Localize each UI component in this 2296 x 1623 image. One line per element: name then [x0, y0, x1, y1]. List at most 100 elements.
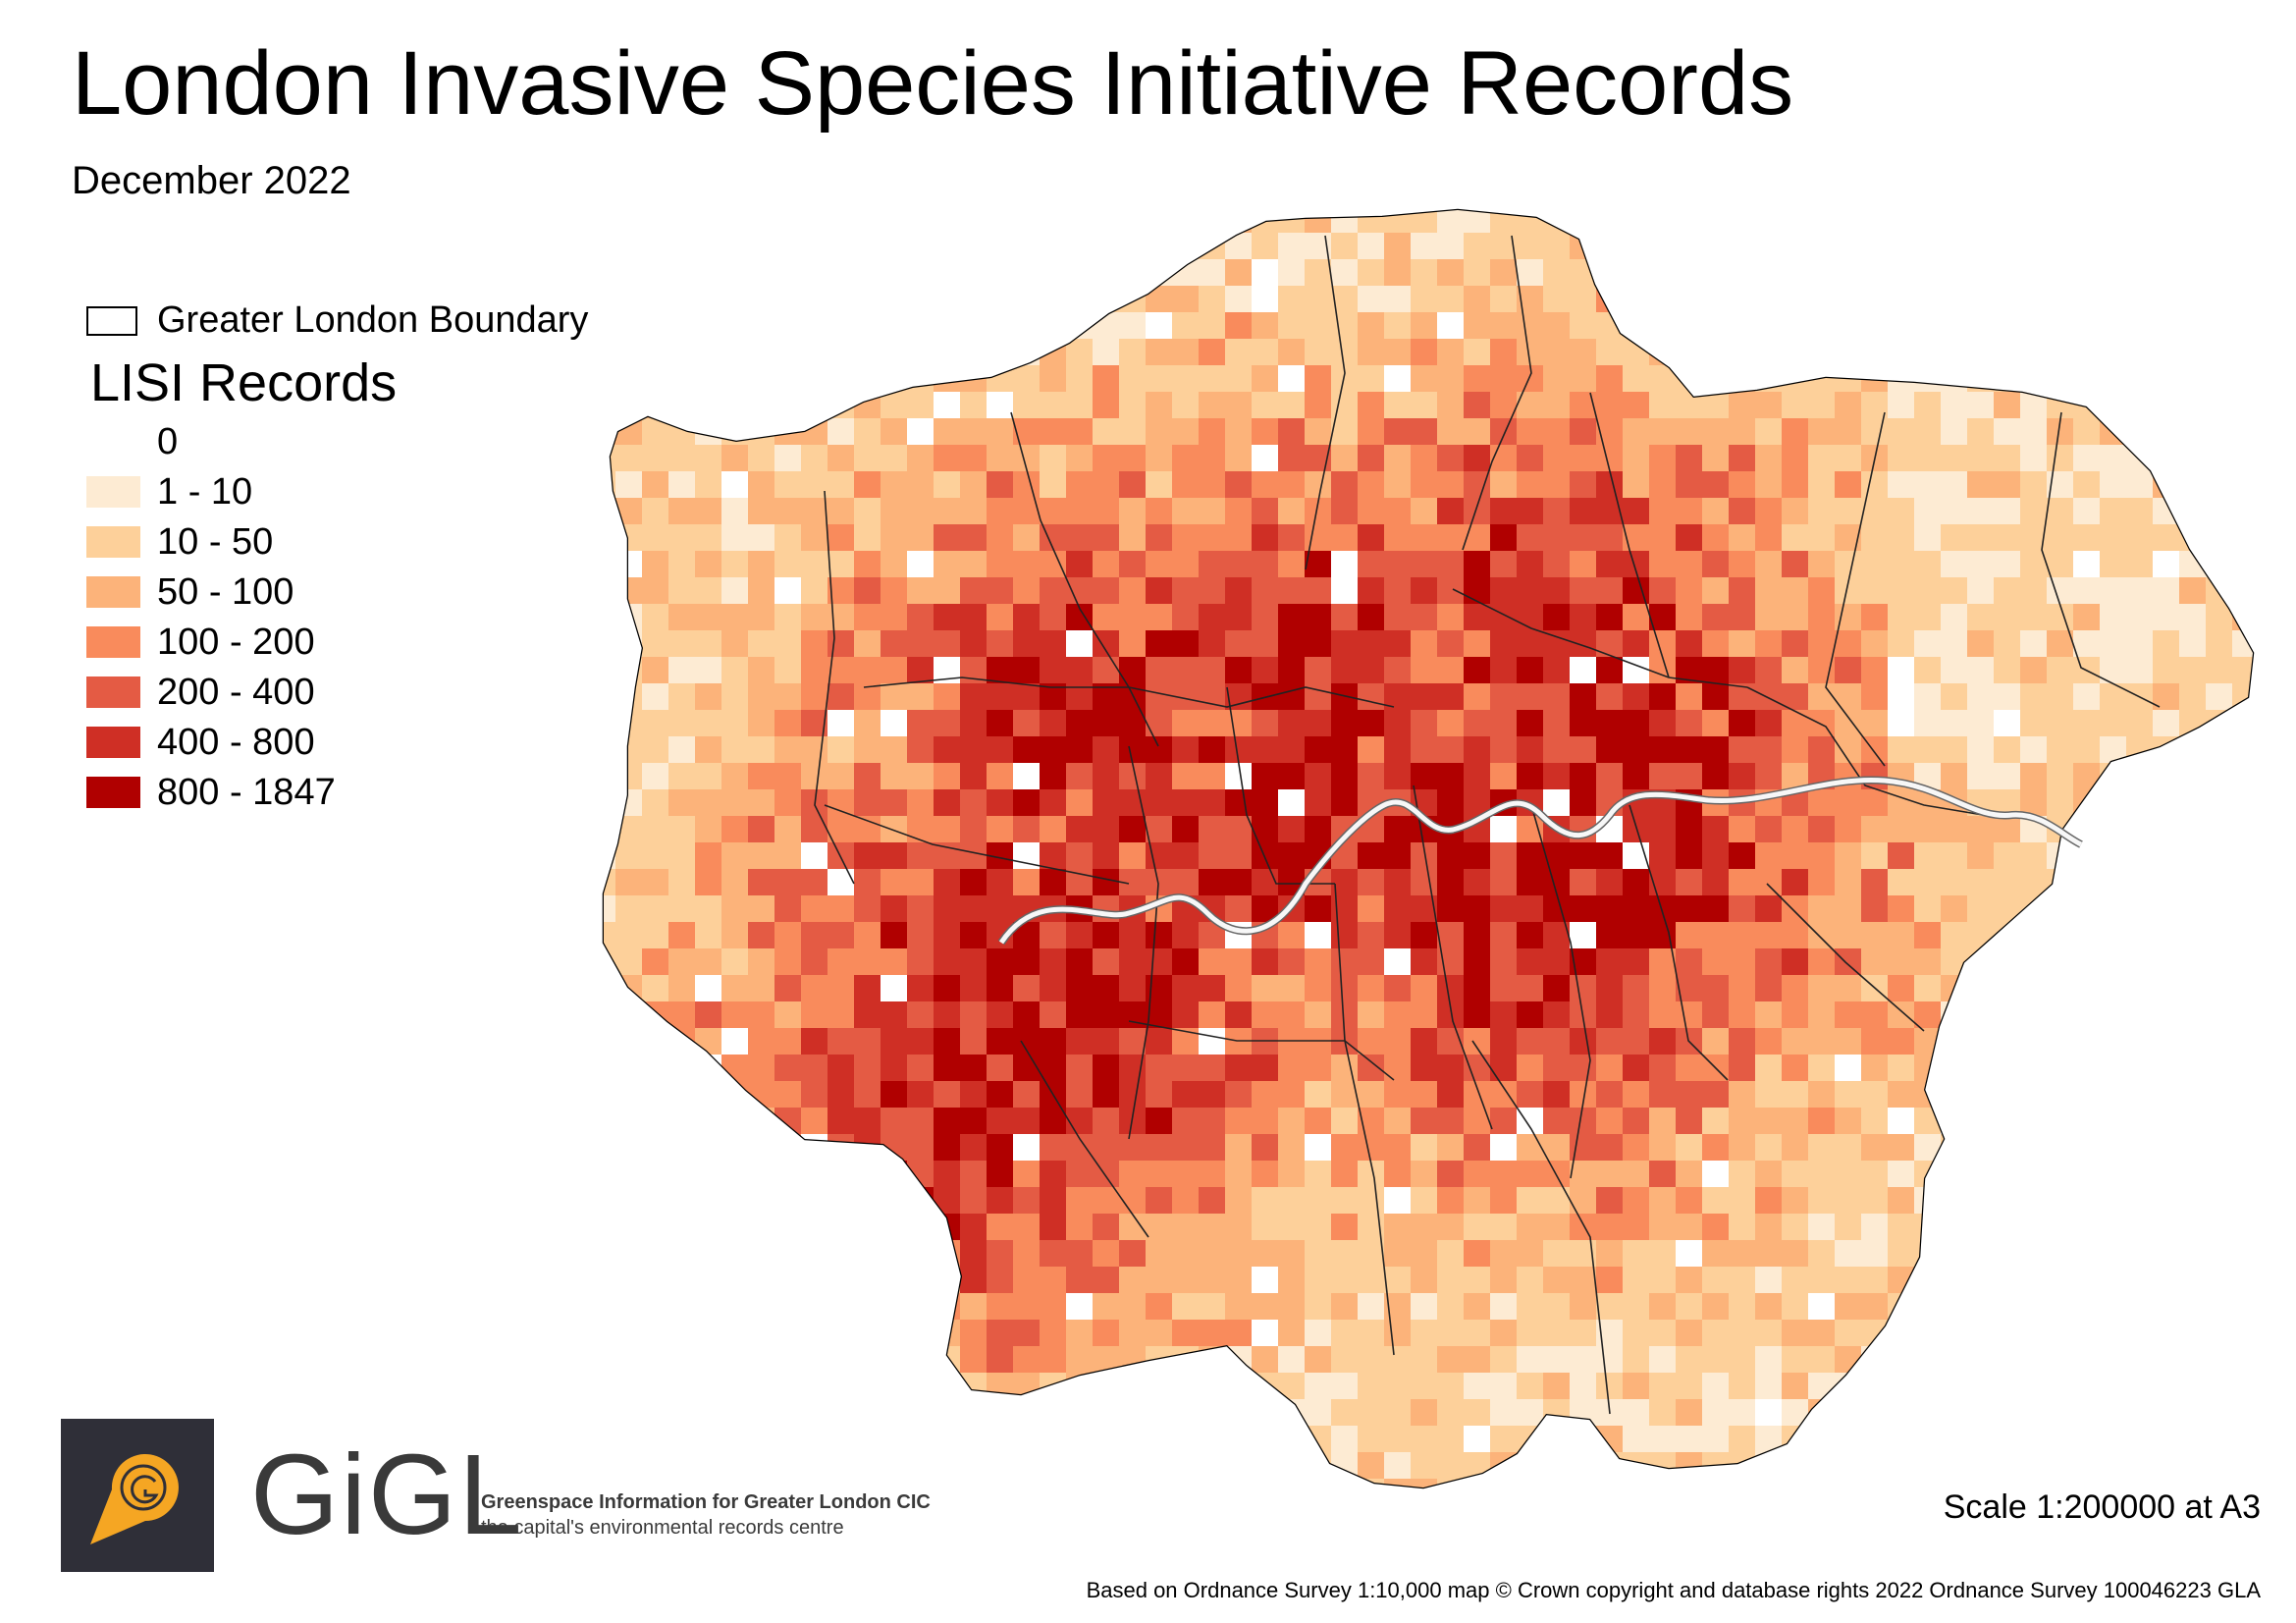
grid-cell: [642, 604, 668, 630]
grid-cell: [695, 922, 721, 948]
grid-cell: [1941, 1320, 1967, 1346]
grid-cell: [1066, 816, 1093, 842]
grid-cell: [695, 816, 721, 842]
grid-cell: [668, 1426, 695, 1452]
grid-cell: [1411, 763, 1437, 789]
grid-cell: [668, 577, 695, 604]
grid-cell: [1437, 445, 1464, 471]
grid-cell: [1384, 1373, 1411, 1399]
grid-cell: [615, 445, 642, 471]
grid-cell: [1225, 392, 1252, 418]
grid-cell: [2073, 1240, 2100, 1267]
grid-cell: [1994, 948, 2020, 975]
grid-cell: [1808, 630, 1835, 657]
grid-cell: [854, 1108, 881, 1134]
grid-cell: [2126, 577, 2153, 604]
grid-cell: [1755, 445, 1782, 471]
grid-cell: [1861, 604, 1888, 630]
grid-cell: [1252, 471, 1278, 498]
grid-cell: [1967, 312, 1994, 339]
grid-cell: [1437, 210, 1464, 233]
grid-cell: [1517, 259, 1543, 286]
grid-cell: [695, 1108, 721, 1134]
grid-cell: [2047, 1081, 2073, 1108]
grid-cell: [1490, 259, 1517, 286]
grid-cell: [1729, 1214, 1755, 1240]
grid-cell: [881, 1001, 907, 1028]
grid-cell: [1464, 1187, 1490, 1214]
grid-cell: [748, 392, 774, 418]
grid-cell: [854, 1346, 881, 1373]
grid-cell: [1941, 1028, 1967, 1055]
grid-cell: [2232, 312, 2253, 339]
grid-cell: [748, 789, 774, 816]
grid-cell: [1623, 1001, 1649, 1028]
grid-cell: [1570, 895, 1596, 922]
grid-cell: [2232, 1081, 2253, 1108]
grid-cell: [1225, 1267, 1252, 1293]
grid-cell: [854, 418, 881, 445]
grid-cell: [828, 1055, 854, 1081]
grid-cell: [1835, 551, 1861, 577]
grid-cell: [907, 1267, 934, 1293]
gigl-logo-mark: [61, 1419, 214, 1572]
grid-cell: [960, 1081, 987, 1108]
grid-cell: [1331, 445, 1358, 471]
grid-cell: [2020, 1240, 2047, 1267]
grid-cell: [1649, 710, 1676, 736]
grid-cell: [1888, 551, 1914, 577]
grid-cell: [1464, 1426, 1490, 1452]
grid-cell: [774, 1399, 801, 1426]
grid-cell: [1570, 604, 1596, 630]
grid-cell: [1437, 418, 1464, 445]
grid-cell: [1172, 1108, 1199, 1134]
grid-cell: [2073, 789, 2100, 816]
grid-cell: [721, 895, 748, 922]
grid-cell: [1623, 1161, 1649, 1187]
grid-cell: [1517, 683, 1543, 710]
grid-cell: [828, 683, 854, 710]
grid-cell: [1570, 1055, 1596, 1081]
grid-cell: [2206, 551, 2232, 577]
grid-cell: [1994, 1055, 2020, 1081]
grid-cell: [642, 210, 668, 233]
grid-cell: [1146, 1214, 1172, 1240]
grid-cell: [1305, 259, 1331, 286]
grid-cell: [774, 1134, 801, 1161]
grid-cell: [1808, 445, 1835, 471]
grid-cell: [668, 1320, 695, 1346]
grid-cell: [2232, 445, 2253, 471]
grid-cell: [1225, 816, 1252, 842]
grid-cell: [2126, 975, 2153, 1001]
grid-cell: [1252, 1293, 1278, 1320]
grid-cell: [1464, 577, 1490, 604]
grid-cell: [1066, 1452, 1093, 1479]
grid-cell: [1225, 498, 1252, 524]
grid-cell: [1994, 445, 2020, 471]
grid-cell: [1649, 1187, 1676, 1214]
grid-cell: [1941, 842, 1967, 869]
grid-cell: [1146, 498, 1172, 524]
grid-cell: [1755, 1267, 1782, 1293]
grid-cell: [774, 1055, 801, 1081]
grid-cell: [668, 1187, 695, 1214]
grid-cell: [1305, 286, 1331, 312]
grid-cell: [2179, 233, 2206, 259]
grid-cell: [1543, 604, 1570, 630]
grid-cell: [1994, 1001, 2020, 1028]
grid-cell: [1278, 1081, 1305, 1108]
grid-cell: [1623, 948, 1649, 975]
grid-cell: [1225, 763, 1252, 789]
grid-cell: [2073, 948, 2100, 975]
grid-cell: [1464, 736, 1490, 763]
grid-cell: [1623, 1055, 1649, 1081]
grid-cell: [1967, 1399, 1994, 1426]
grid-cell: [2126, 1134, 2153, 1161]
grid-cell: [604, 524, 615, 551]
grid-cell: [2179, 922, 2206, 948]
grid-cell: [1782, 210, 1808, 233]
grid-cell: [721, 630, 748, 657]
grid-cell: [1729, 210, 1755, 233]
grid-cell: [1835, 1134, 1861, 1161]
grid-cell: [642, 816, 668, 842]
